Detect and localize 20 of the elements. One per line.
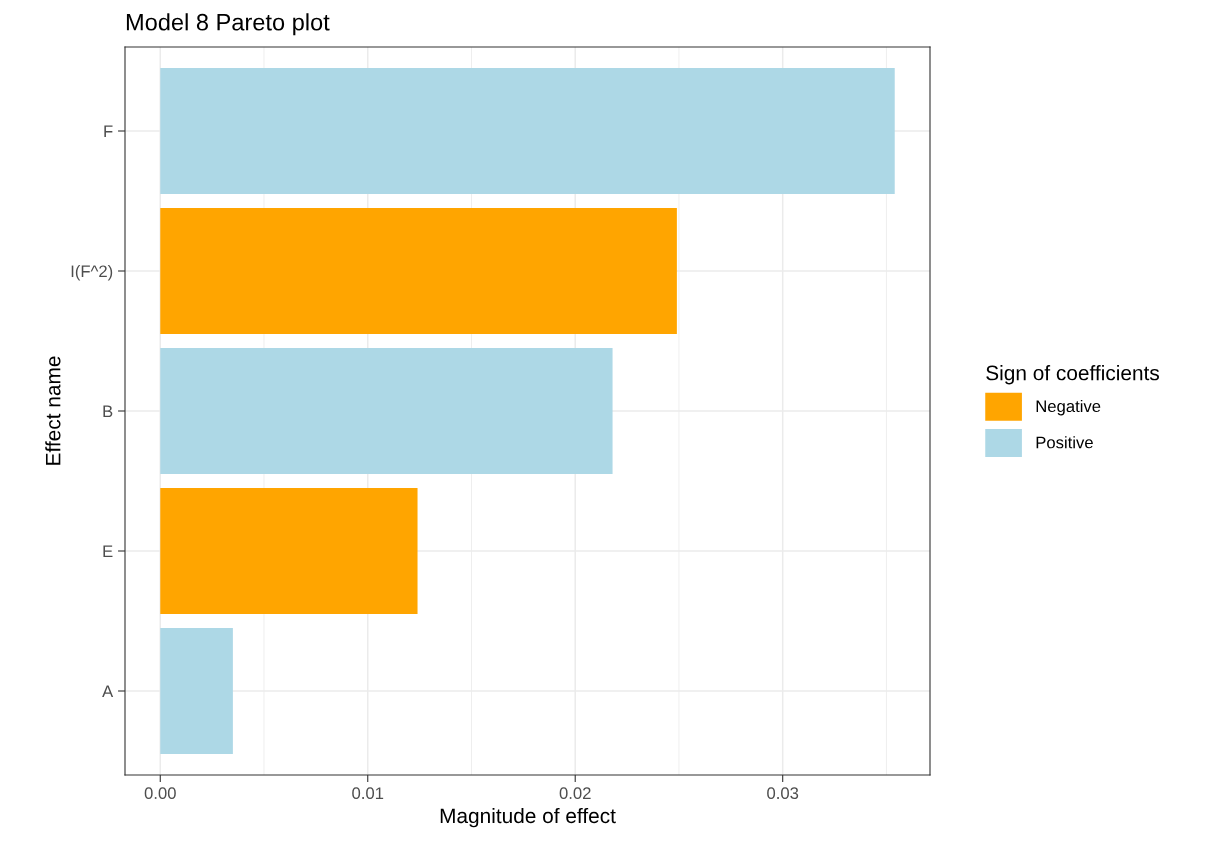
- y-tick-label: A: [102, 685, 114, 698]
- bar: [160, 348, 613, 474]
- y-tick-label: I(F^2): [71, 264, 113, 281]
- legend-title: Sign of coefficients: [986, 365, 1159, 385]
- bar: [160, 68, 895, 194]
- bar: [160, 488, 418, 614]
- legend-label: Positive: [1036, 436, 1093, 449]
- x-tick-label: 0.02: [559, 787, 591, 800]
- y-tick-label: B: [103, 405, 113, 418]
- x-tick-label: 0.01: [352, 787, 384, 800]
- bar: [160, 628, 233, 754]
- chart-title: Model 8 Pareto plot: [126, 13, 330, 36]
- bar: [160, 208, 677, 334]
- y-tick-label: F: [104, 125, 113, 138]
- legend-label: Negative: [1036, 399, 1101, 416]
- x-tick-label: 0.03: [767, 787, 799, 800]
- x-axis-title: Magnitude of effect: [440, 807, 616, 828]
- y-tick-label: E: [103, 545, 113, 558]
- x-tick-label: 0.00: [144, 787, 176, 800]
- y-axis-title: Effect name: [45, 356, 61, 465]
